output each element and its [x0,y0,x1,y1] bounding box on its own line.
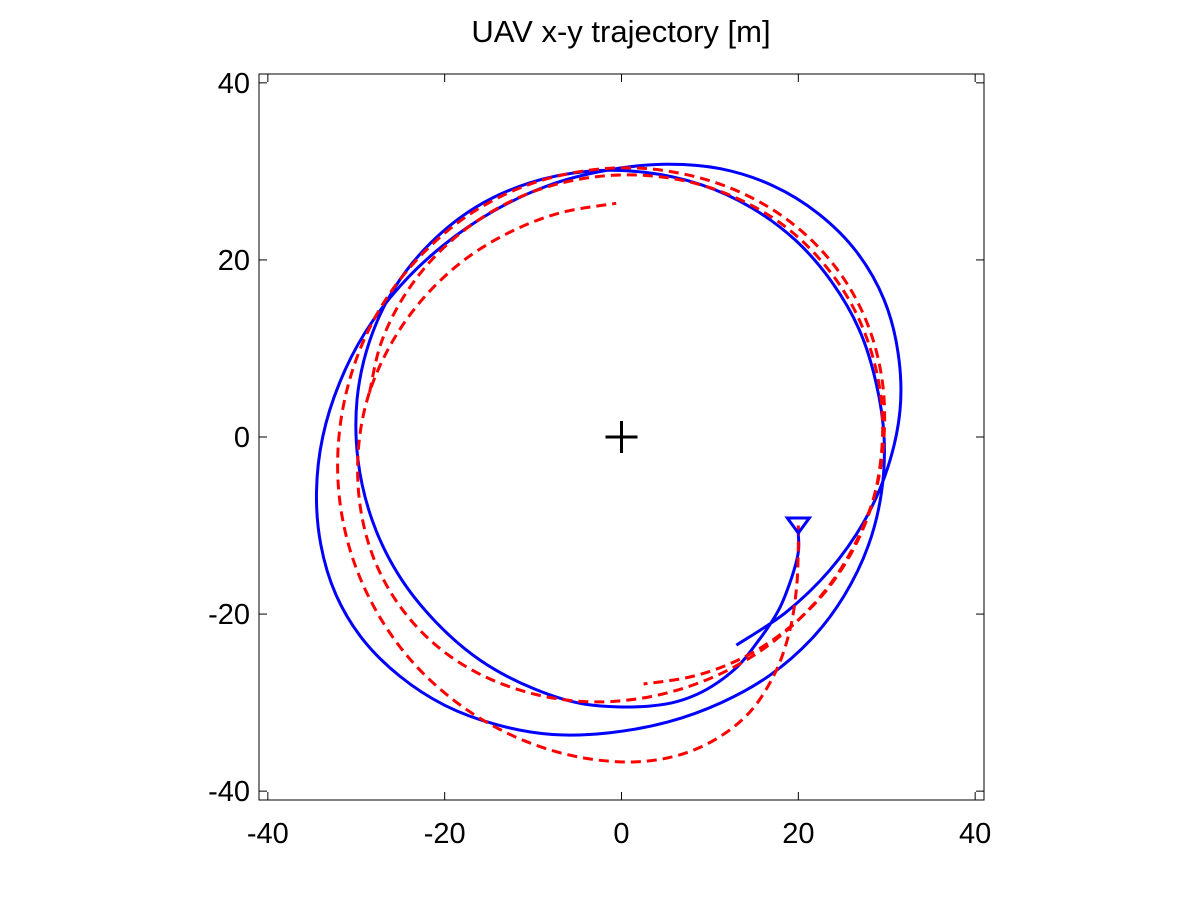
x-tick-label: 20 [782,818,814,850]
plot-area: -40 -20 0 20 40 -40 -20 0 20 40 [208,68,991,850]
center-plus-marker [605,421,638,453]
series-line-2 [336,166,887,764]
y-tick-label: -20 [208,599,250,631]
y-tick-label: 20 [218,245,250,277]
x-tick-label: 40 [959,818,991,850]
y-tick-label: 0 [234,422,250,454]
x-tick-label: -20 [424,818,466,850]
x-tick-label: -40 [247,818,289,850]
y-tick-label: -40 [208,776,250,808]
y-tick-label: 40 [218,68,250,100]
series-line-3 [368,173,885,686]
series-line-1 [314,162,903,737]
start-triangle-marker [784,516,813,536]
chart-title: UAV x-y trajectory [m] [471,14,770,49]
x-tick-label: 0 [613,818,629,850]
